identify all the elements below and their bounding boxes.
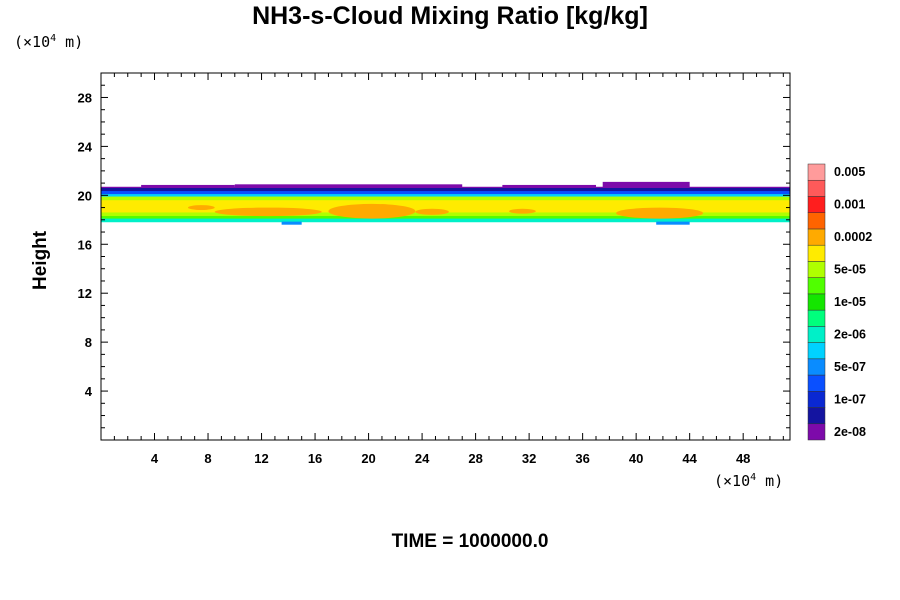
cloud-band [234,184,463,188]
colorbar-swatch [807,374,826,392]
colorbar-swatch [807,358,826,376]
cloud-band [101,216,790,221]
colorbar-swatch [807,423,826,441]
y-tick-label: 20 [78,188,92,203]
plot-frame [100,72,791,441]
x-tick-label: 44 [682,451,697,466]
colorbar-swatch [807,244,826,262]
y-axis: 4 8 12 16 20 24 28 [78,84,790,429]
cloud-core-patch [415,208,449,215]
colorbar-label: 1e-05 [834,295,866,309]
x-tick-label: 40 [629,451,643,466]
colorbar-label: 2e-08 [834,425,866,439]
cloud-band [101,187,790,192]
cloud-band [101,218,790,223]
x-tick-label: 4 [151,451,159,466]
colorbar-label: 1e-07 [834,392,866,406]
y-tick-label: 16 [78,237,92,252]
x-tick-label: 12 [254,451,268,466]
colorbar-label: 5e-07 [834,360,866,374]
cloud-band [602,181,690,188]
cloud-core-patch [214,207,322,217]
x-axis: 4 8 12 16 20 24 28 32 36 40 44 48 [113,73,784,466]
colorbar-swatch [807,326,826,343]
colorbar-swatch [807,212,826,230]
colorbar-swatch [807,293,826,311]
colorbar-swatch [807,391,826,408]
colorbar-swatch [807,277,826,295]
y-tick-label: 8 [85,335,92,350]
y-tick-label: 28 [78,90,92,105]
cloud-band [502,184,597,188]
x-axis-unit: (×104 m) [714,472,784,490]
colorbar-swatch [807,179,826,197]
cloud-band [656,221,690,225]
colorbar-swatch [807,228,826,246]
colorbar-swatch [807,196,826,213]
chart-title: NH3-s-Cloud Mixing Ratio [kg/kg] [252,2,648,30]
cloud-band [101,191,790,196]
y-tick-label: 24 [78,139,93,154]
x-tick-label: 24 [415,451,430,466]
y-axis-unit: (×104 m) [14,33,84,51]
colorbar-label: 0.0002 [834,230,872,244]
x-tick-label: 36 [575,451,589,466]
colorbar-label: 2e-06 [834,327,866,341]
colorbar-swatch [807,261,826,278]
time-label: TIME = 1000000.0 [391,531,549,552]
x-tick-label: 28 [468,451,482,466]
x-tick-label: 48 [736,451,750,466]
colorbar-label: 5e-05 [834,263,866,277]
colorbar-swatch [807,309,826,327]
cloud-band [141,184,235,188]
x-tick-label: 32 [522,451,536,466]
cloud-core-patch [187,205,215,211]
cloud-field [101,181,790,225]
cloud-core-patch [616,207,704,219]
cloud-band [281,221,302,225]
x-tick-label: 16 [308,451,322,466]
colorbar-label: 0.001 [834,198,865,212]
colorbar-swatch [807,163,826,181]
cloud-core-patch [328,203,416,219]
y-tick-label: 12 [78,286,92,301]
x-tick-label: 8 [204,451,211,466]
colorbar-swatch [807,407,826,425]
y-tick-label: 4 [85,384,93,399]
colorbar-swatch [807,342,826,360]
x-tick-label: 20 [361,451,375,466]
colorbar-label: 0.005 [834,165,865,179]
cloud-core-patch [509,208,536,214]
colorbar: 2e-08 1e-07 5e-07 2e-06 1e-05 5e-05 0.0002 0.00… [807,163,872,441]
